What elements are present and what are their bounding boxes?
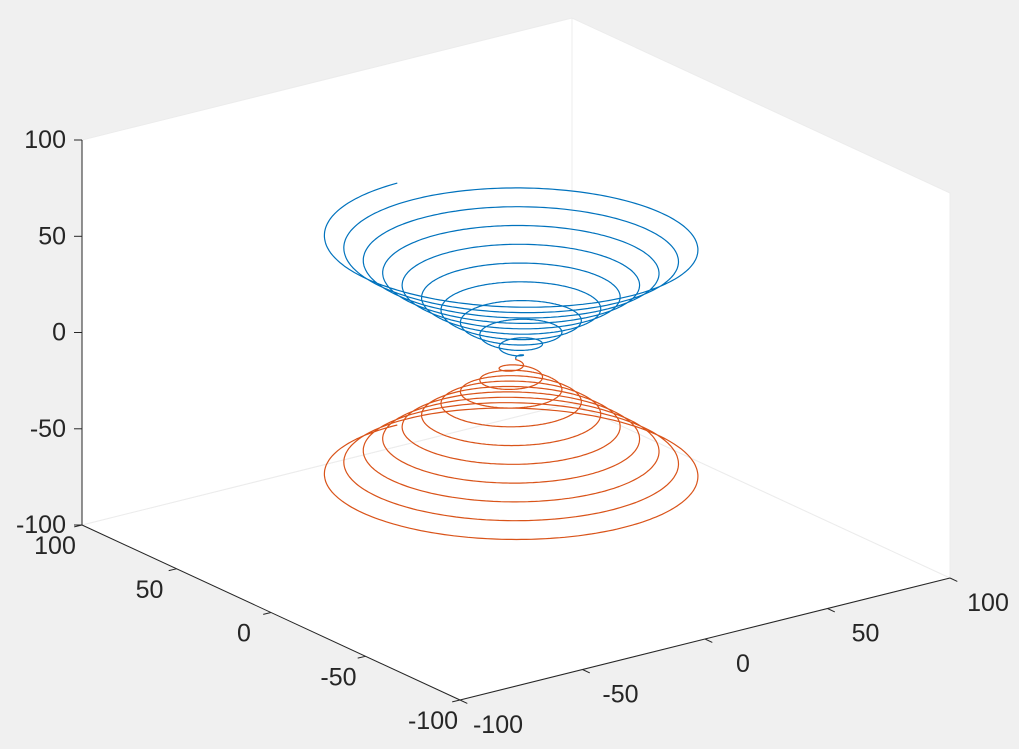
- x-tick-label: 50: [852, 620, 880, 648]
- z-tick-label: -50: [30, 415, 66, 443]
- y-tick-label: 0: [237, 620, 251, 648]
- x-tick-label: 0: [736, 650, 750, 678]
- z-tick-label: 50: [38, 222, 66, 250]
- series-lower-cone-spiral: [323, 358, 699, 541]
- x-tick-label: -100: [473, 711, 523, 739]
- series-upper-cone-spiral: [323, 182, 699, 360]
- y-tick: [452, 699, 461, 703]
- z-tick-label: -100: [16, 511, 66, 539]
- x-tick-label: -50: [602, 681, 638, 709]
- y-tick-label: -100: [408, 707, 458, 735]
- x-tick: [827, 608, 836, 613]
- z-tick-label: 100: [24, 126, 66, 154]
- y-tick-label: 100: [34, 532, 76, 560]
- z-tick-label: 0: [52, 319, 66, 347]
- y-tick: [263, 612, 272, 615]
- x-tick: [582, 669, 591, 674]
- y-tick: [168, 568, 177, 572]
- y-tick: [357, 655, 366, 659]
- axes-pane-back-right: [571, 17, 951, 579]
- x-tick: [704, 638, 713, 643]
- x-tick-label: 100: [967, 589, 1009, 617]
- y-tick-label: -50: [320, 663, 356, 691]
- y-tick-label: 50: [136, 576, 164, 604]
- x-tick: [459, 699, 468, 704]
- x-tick: [949, 577, 958, 582]
